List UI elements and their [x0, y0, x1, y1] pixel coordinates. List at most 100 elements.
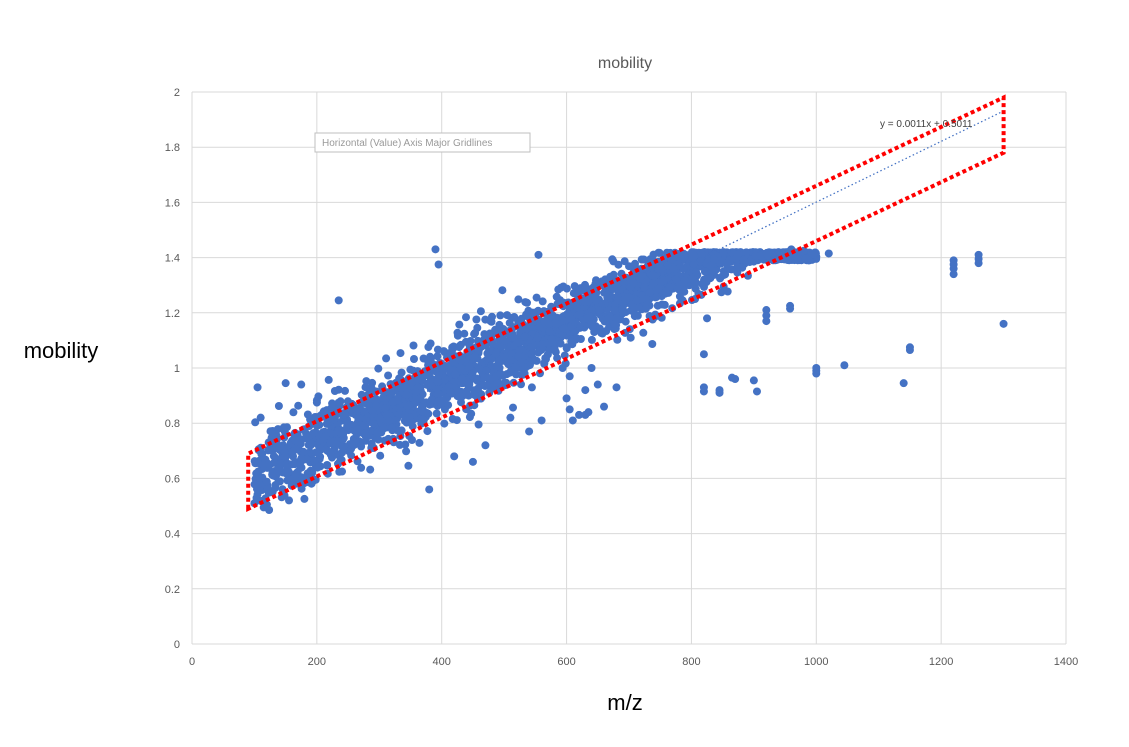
data-point	[250, 480, 259, 489]
y-tick-label: 1	[174, 363, 180, 375]
data-point	[474, 420, 483, 429]
data-point	[565, 405, 574, 414]
data-point	[326, 436, 335, 445]
data-point	[540, 359, 549, 367]
data-point	[592, 296, 601, 305]
data-point	[587, 318, 596, 327]
data-point	[334, 296, 343, 305]
overlays	[246, 94, 1006, 512]
data-point	[350, 441, 358, 449]
data-point	[412, 388, 420, 397]
data-point	[335, 400, 344, 409]
data-point	[396, 349, 405, 358]
data-point	[402, 383, 411, 392]
data-point	[451, 370, 460, 379]
data-point	[465, 362, 474, 371]
y-tick-label: 0.8	[165, 418, 180, 430]
data-point	[342, 417, 351, 426]
data-point	[763, 249, 772, 258]
data-point	[425, 485, 434, 494]
data-point	[366, 465, 375, 474]
data-point	[401, 411, 410, 420]
data-point	[427, 381, 436, 390]
data-point	[471, 389, 479, 398]
data-point	[532, 293, 541, 302]
data-point	[506, 356, 515, 364]
data-point	[332, 440, 341, 449]
data-point	[658, 265, 667, 274]
data-point	[361, 436, 370, 445]
data-point	[500, 336, 509, 345]
data-point	[347, 451, 356, 460]
data-point	[540, 317, 549, 326]
data-point	[725, 265, 734, 273]
data-point	[264, 488, 273, 497]
data-point	[262, 477, 271, 486]
data-point	[949, 270, 958, 279]
data-point	[472, 376, 481, 385]
data-point	[634, 303, 643, 312]
data-point	[762, 317, 771, 326]
y-tick-label: 1.6	[165, 197, 180, 209]
data-point	[581, 386, 590, 395]
data-point	[558, 364, 567, 372]
data-point	[752, 387, 761, 396]
data-point	[367, 439, 376, 448]
data-point	[703, 275, 712, 283]
data-point	[265, 506, 274, 514]
data-point	[426, 339, 435, 348]
data-point	[626, 333, 635, 342]
data-point	[457, 398, 465, 407]
data-point	[283, 463, 291, 472]
data-point	[483, 373, 492, 382]
data-point	[648, 279, 657, 288]
data-point	[733, 262, 742, 271]
data-point	[462, 313, 470, 322]
data-point	[291, 469, 300, 478]
data-point	[268, 427, 277, 435]
data-point	[629, 279, 638, 288]
data-point	[949, 264, 958, 273]
data-point	[613, 296, 622, 305]
data-point	[692, 268, 701, 277]
data-point	[645, 288, 654, 297]
data-point	[639, 328, 648, 337]
data-point	[483, 354, 492, 363]
data-point	[341, 386, 349, 395]
data-point	[330, 414, 339, 423]
data-point	[417, 419, 426, 428]
data-point	[382, 411, 391, 420]
data-point	[639, 283, 648, 292]
data-point	[434, 260, 443, 269]
data-point	[661, 287, 670, 296]
data-point	[381, 404, 390, 413]
data-point	[552, 320, 561, 328]
data-point	[491, 349, 500, 358]
data-point	[402, 390, 411, 399]
gridlines	[191, 91, 1067, 645]
data-point	[395, 440, 404, 449]
data-point	[324, 375, 333, 384]
data-point	[354, 414, 363, 423]
data-point	[587, 335, 596, 344]
data-point	[697, 250, 706, 259]
data-point	[312, 448, 321, 457]
data-point	[509, 403, 517, 412]
data-point	[624, 293, 633, 301]
x-tick-label: 1400	[1054, 656, 1078, 668]
data-point	[514, 295, 523, 304]
data-point	[751, 251, 760, 260]
data-point	[633, 296, 642, 305]
y-tick-label: 0.4	[165, 529, 180, 541]
data-point	[653, 301, 662, 310]
x-tick-label: 200	[308, 656, 326, 668]
data-point	[547, 335, 556, 344]
data-point	[339, 435, 347, 444]
data-point	[660, 276, 669, 285]
data-point	[500, 352, 509, 361]
x-tick-label: 0	[189, 656, 195, 668]
data-point	[281, 452, 290, 461]
data-point	[407, 378, 416, 387]
data-point	[786, 304, 795, 313]
data-point	[612, 314, 621, 323]
